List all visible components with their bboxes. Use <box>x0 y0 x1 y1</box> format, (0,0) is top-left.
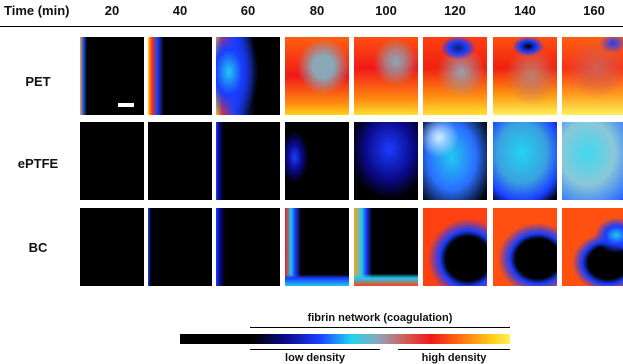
image-tile-eptfe-40min <box>148 122 212 200</box>
time-label-100: 100 <box>375 3 397 18</box>
time-label-40: 40 <box>172 3 188 18</box>
fibrin-network-label: fibrin network (coagulation) <box>307 312 453 324</box>
image-tile-eptfe-80min <box>285 122 349 200</box>
image-tile-bc-100min <box>354 208 418 286</box>
image-tile-eptfe-100min <box>354 122 418 200</box>
time-label-120: 120 <box>444 3 466 18</box>
image-tile-eptfe-120min <box>423 122 487 200</box>
image-tile-pet-80min <box>285 37 349 115</box>
image-tile-pet-20min <box>80 37 144 115</box>
scale-bar <box>118 103 134 107</box>
time-label-140: 140 <box>514 3 536 18</box>
image-tile-bc-40min <box>148 208 212 286</box>
high-density-label: high density <box>421 352 487 364</box>
image-tile-eptfe-160min <box>562 122 623 200</box>
image-tile-bc-80min <box>285 208 349 286</box>
image-tile-bc-120min <box>423 208 487 286</box>
row-label-eptfe: ePTFE <box>17 156 59 171</box>
row-label-pet: PET <box>25 74 51 89</box>
image-tile-pet-120min <box>423 37 487 115</box>
low-density-label: low density <box>285 352 345 364</box>
image-tile-eptfe-140min <box>493 122 557 200</box>
time-label-60: 60 <box>240 3 256 18</box>
image-tile-bc-160min <box>562 208 623 286</box>
image-tile-eptfe-60min <box>216 122 280 200</box>
image-tile-eptfe-20min <box>80 122 144 200</box>
density-colorbar <box>180 334 510 344</box>
image-tile-pet-60min <box>216 37 280 115</box>
image-tile-bc-20min <box>80 208 144 286</box>
image-tile-pet-160min <box>562 37 623 115</box>
row-label-bc: BC <box>28 240 48 255</box>
time-label-160: 160 <box>583 3 605 18</box>
fibrin-bracket-line <box>250 327 510 328</box>
header-rule <box>0 26 623 27</box>
low-density-line <box>250 349 380 350</box>
high-density-line <box>398 349 510 350</box>
time-label-80: 80 <box>309 3 325 18</box>
image-tile-pet-100min <box>354 37 418 115</box>
time-axis-title: Time (min) <box>4 3 70 18</box>
time-label-20: 20 <box>104 3 120 18</box>
image-tile-bc-140min <box>493 208 557 286</box>
image-tile-pet-40min <box>148 37 212 115</box>
image-tile-bc-60min <box>216 208 280 286</box>
image-tile-pet-140min <box>493 37 557 115</box>
